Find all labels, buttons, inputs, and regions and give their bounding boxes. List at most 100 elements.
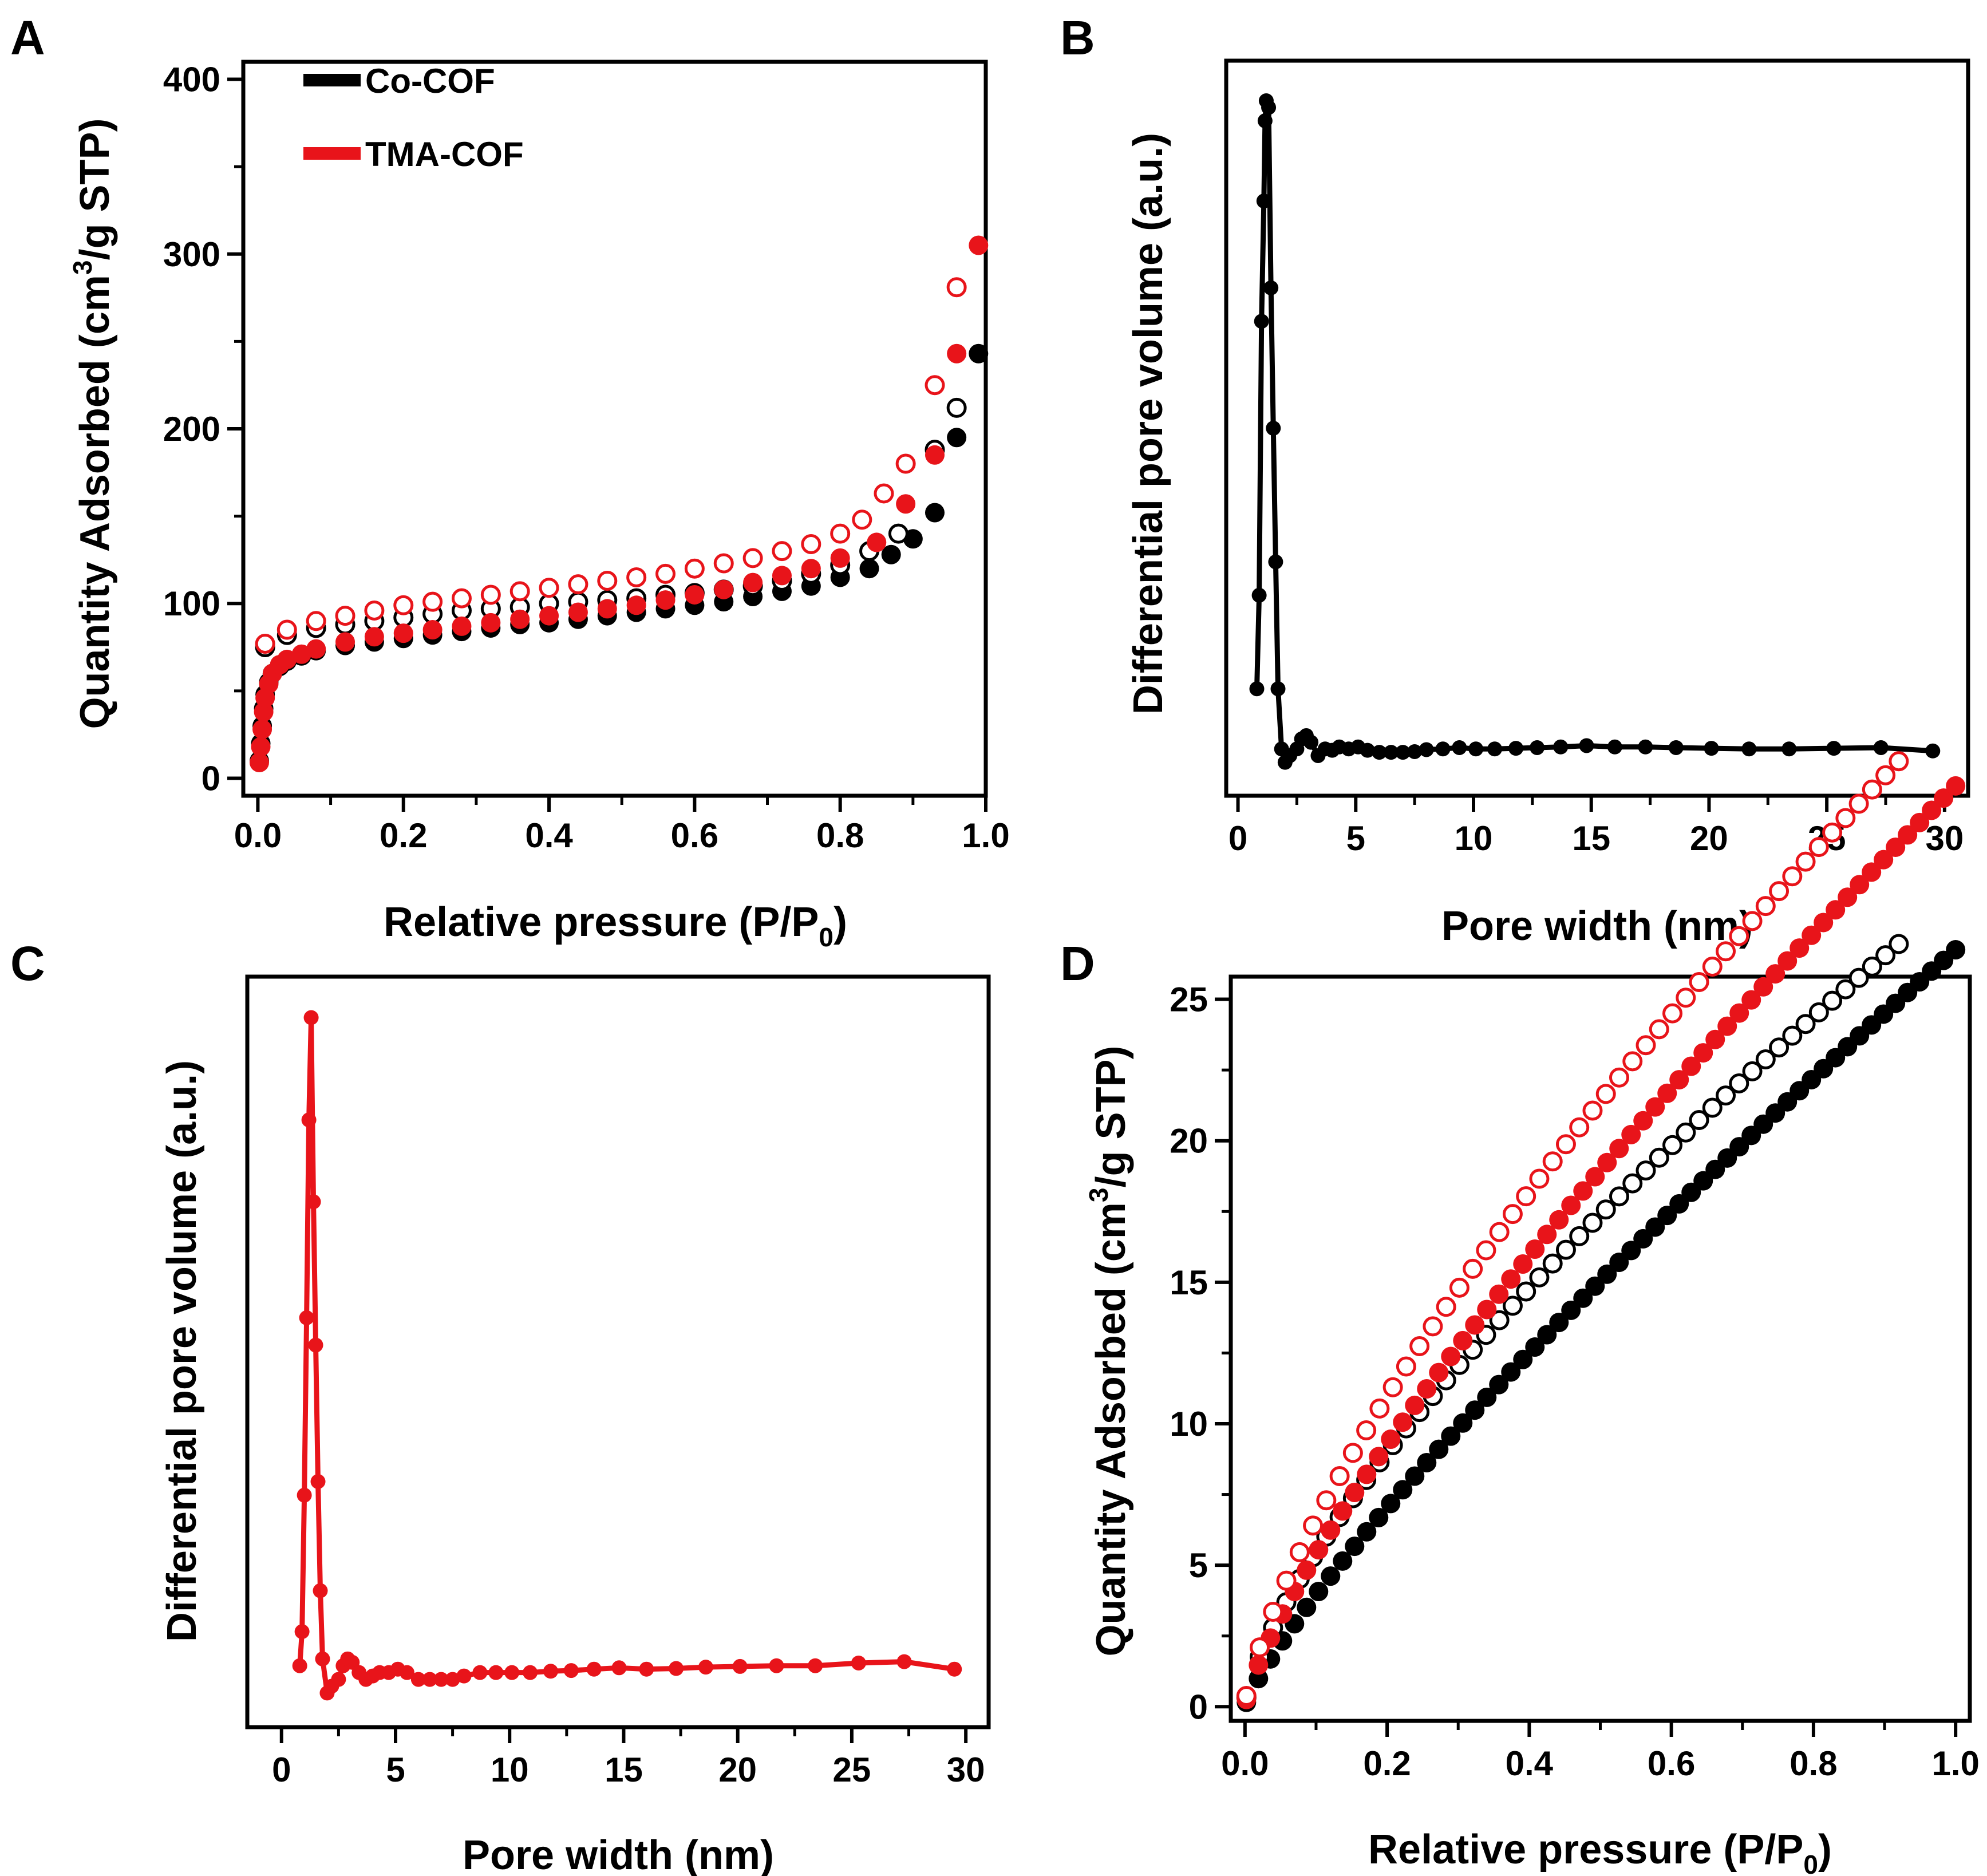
x-tick-label: 15 [605,1751,643,1789]
data-point-open [895,453,916,474]
data-point-open [830,523,851,544]
data-point [1254,314,1269,329]
data-point [1741,741,1757,757]
data-point [1321,1520,1341,1540]
y-axis-title: Differential pore volume (a.u.) [159,1060,205,1642]
data-point [1369,1447,1389,1467]
x-tick-label: 20 [1690,819,1728,858]
data-point [1633,1111,1653,1131]
data-point [1429,1362,1449,1383]
data-point [925,503,945,523]
panel-letter: D [1060,937,1095,990]
data-point [1669,1070,1689,1090]
data-point-open [1755,896,1776,917]
data-point [1345,1483,1365,1503]
data-point [306,1194,321,1210]
data-point-open [1489,1310,1510,1330]
data-point [1257,113,1273,129]
y-tick-label: 25 [1170,981,1208,1019]
data-point [1501,1269,1521,1289]
data-point [1585,1276,1605,1296]
x-axis-title: Pore width (nm) [463,1832,774,1876]
data-point-open [1782,866,1803,887]
data-point [1345,1537,1365,1557]
data-point [1704,741,1719,756]
data-point-open [1808,1002,1829,1022]
data-point-open [1423,1316,1443,1337]
data-point-open [1542,1151,1563,1172]
data-point [698,1660,713,1675]
data-point [1609,1253,1629,1273]
data-point [1597,1264,1617,1284]
data-point [303,1010,319,1025]
x-tick-label: 0.6 [671,816,718,855]
data-point-open [1303,1515,1324,1536]
y-axis-title: Quantity Adsorbed (cm3/g STP) [68,119,118,729]
data-point [851,1655,866,1670]
data-point-open [1289,1542,1310,1562]
data-point [1489,1284,1509,1304]
data-point [1266,421,1281,436]
data-point [1537,1225,1557,1245]
data-point-open [1769,881,1790,902]
data-point [1537,1325,1557,1345]
data-point [1826,900,1846,920]
data-point-open [1516,1281,1536,1302]
chart-panel-a: A 0.0 0.2 0.4 0.6 0.8 1.0 0 100 200 300 400 Relative… [10,11,1010,952]
data-point [1579,738,1594,753]
data-point [315,1651,330,1666]
data-point-open [1316,1490,1337,1511]
x-tick-label: 0.2 [380,816,427,855]
data-point-open [1689,972,1709,993]
data-point [1384,745,1399,760]
x-tick-label: 0.4 [525,816,573,855]
y-tick-label: 0 [202,759,220,797]
data-point [1393,1480,1413,1500]
data-point [563,1663,579,1678]
data-point-open [1795,851,1816,872]
x-axis-title: Pore width (nm) [1441,903,1753,949]
data-point [1270,681,1286,697]
x-axis-title-subscript: 0 [1803,1850,1818,1876]
y-axis-title: Quantity Adsorbed (cm3/g STP) [1084,1046,1134,1657]
x-axis-title-end: ) [833,899,847,945]
data-point [1645,1217,1665,1237]
data-point-open [1569,1226,1590,1246]
y-axis-title-end: /g STP) [72,119,118,260]
data-point [1790,938,1810,958]
data-point [1925,743,1941,759]
data-point [859,559,879,579]
x-axis-title: Relative pressure (P/P0) [384,899,847,952]
data-point [1429,1439,1449,1459]
data-point [1263,280,1279,295]
series-line [297,1015,955,1696]
data-point-open [393,595,414,615]
legend-label: Co-COF [365,62,495,100]
x-tick-label: 0.0 [1221,1744,1269,1783]
data-point-open [626,567,647,587]
data-point-open [1436,1297,1456,1317]
data-point [1946,776,1966,796]
data-point [947,428,967,448]
y-tick-label: 10 [1170,1405,1208,1443]
data-point-open [451,588,472,609]
data-point-open [1622,1173,1643,1194]
data-point [1477,1300,1497,1320]
data-point [1802,925,1822,945]
data-point [1333,1501,1353,1521]
data-point-open [1382,1377,1403,1397]
x-tick-label: 0.6 [1648,1744,1695,1783]
data-point [1465,1315,1485,1335]
data-point [251,737,271,757]
data-point [252,720,272,740]
data-point [1549,1313,1569,1333]
data-point-open [1662,1003,1683,1024]
data-point [830,548,850,568]
data-point [1561,1300,1581,1320]
data-point-open [306,611,326,631]
panel-letter: B [1060,11,1095,65]
data-point [1886,837,1906,857]
data-point [1777,951,1798,971]
data-point-open [1502,1296,1523,1316]
data-point-open [742,548,763,568]
